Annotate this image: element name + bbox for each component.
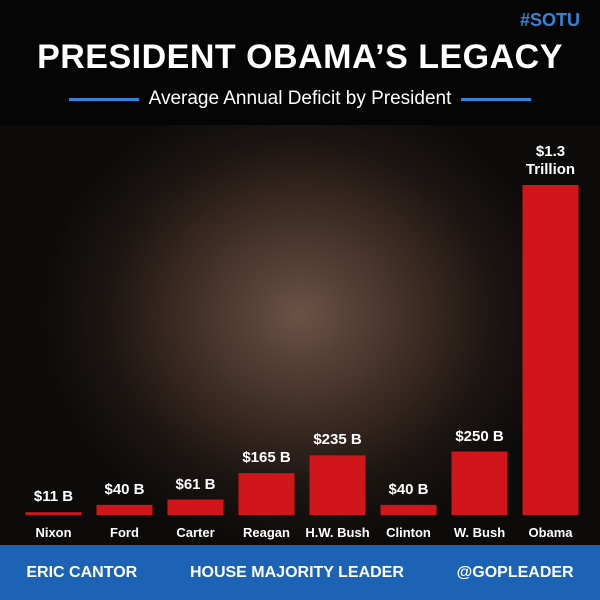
bar xyxy=(309,455,366,515)
bar xyxy=(522,185,579,515)
x-tick-label: Nixon xyxy=(35,525,72,540)
value-label: $1.3 Trillion xyxy=(525,143,576,178)
bar xyxy=(238,473,295,515)
value-label: $235 B xyxy=(313,431,362,449)
value-label: $11 B xyxy=(33,488,74,506)
x-tick-label: W. Bush xyxy=(453,525,506,540)
footer: ERIC CANTOR HOUSE MAJORITY LEADER @GOPLE… xyxy=(0,545,600,600)
x-tick-label: Reagan xyxy=(243,525,290,540)
footer-handle: @GOPLEADER xyxy=(456,563,574,581)
x-tick-label: H.W. Bush xyxy=(305,525,370,540)
value-label: $165 B xyxy=(242,449,291,467)
x-tick-label: Carter xyxy=(176,525,215,540)
value-label: $61 B xyxy=(175,475,216,493)
value-label: $40 B xyxy=(388,480,429,498)
footer-name: ERIC CANTOR xyxy=(26,563,138,581)
hashtag: #SOTU xyxy=(519,10,580,30)
header: #SOTU PRESIDENT OBAMA’S LEGACY Average A… xyxy=(0,0,600,125)
subtitle-row: Average Annual Deficit by President xyxy=(0,88,600,110)
chart-subtitle: Average Annual Deficit by President xyxy=(148,88,452,109)
value-label: $40 B xyxy=(104,480,145,498)
chart-title: PRESIDENT OBAMA’S LEGACY xyxy=(37,38,563,76)
value-label: $250 B xyxy=(455,427,504,445)
footer-role: HOUSE MAJORITY LEADER xyxy=(189,563,404,581)
rule xyxy=(461,97,532,101)
x-tick-label: Clinton xyxy=(386,525,431,540)
bar xyxy=(451,451,508,515)
bar xyxy=(167,499,224,515)
rule xyxy=(68,97,139,101)
bar xyxy=(380,504,437,515)
bar xyxy=(25,512,82,515)
bar xyxy=(96,504,153,515)
x-tick-label: Ford xyxy=(110,525,139,540)
x-tick-label: Obama xyxy=(528,525,573,540)
